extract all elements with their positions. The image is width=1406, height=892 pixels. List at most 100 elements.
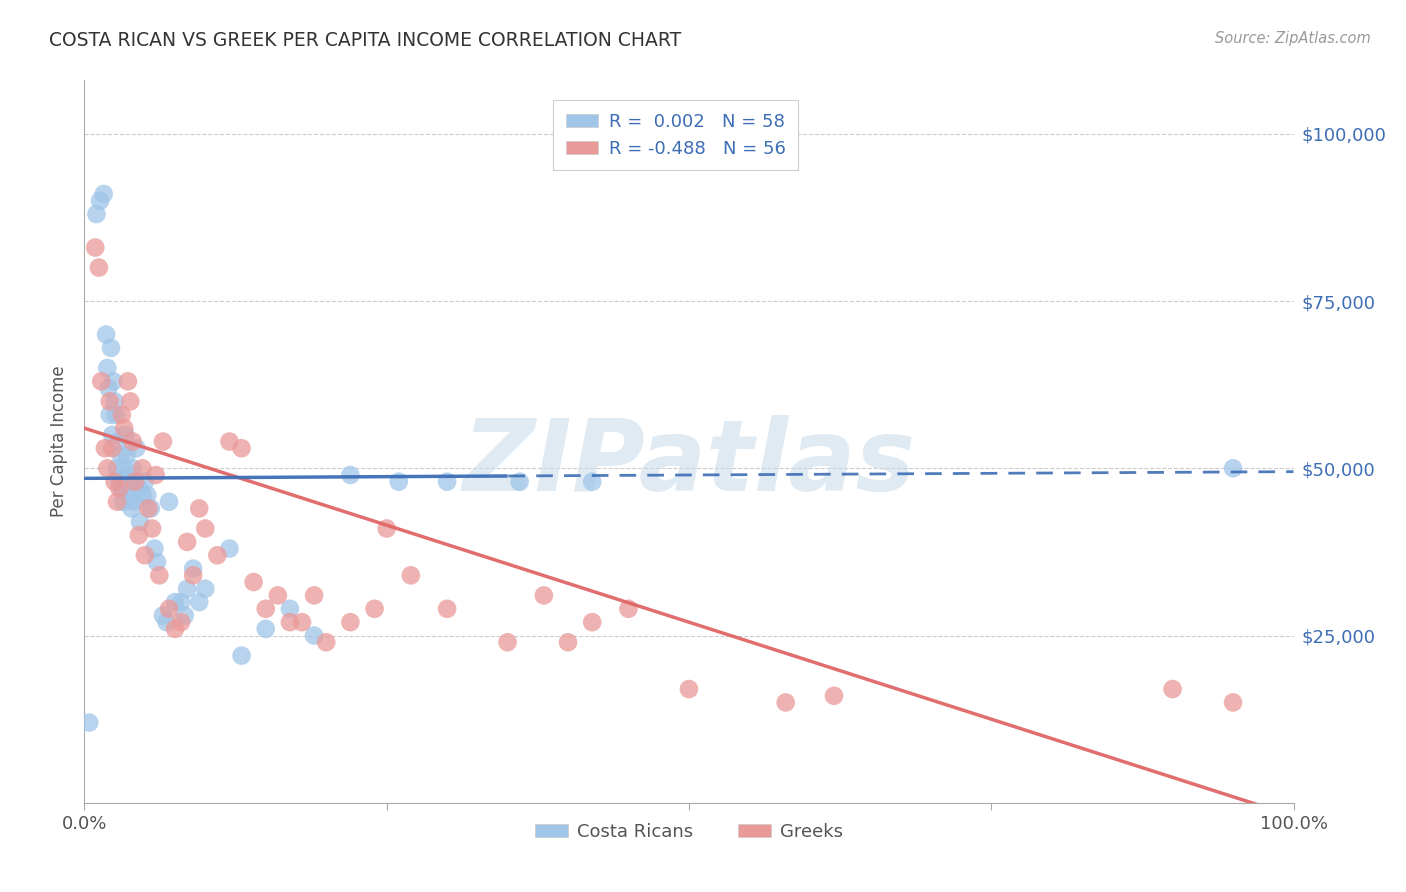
Point <box>96 361 118 376</box>
Point <box>105 494 128 508</box>
Point <box>339 467 361 482</box>
Point <box>103 375 125 389</box>
Point <box>101 441 124 455</box>
Point <box>143 541 166 556</box>
Point <box>98 394 121 409</box>
Point <box>124 475 146 489</box>
Point <box>96 461 118 475</box>
Point <box>170 595 193 609</box>
Point <box>112 421 135 435</box>
Point <box>111 482 134 496</box>
Point <box>315 635 337 649</box>
Point <box>100 341 122 355</box>
Point <box>129 515 152 529</box>
Point <box>101 427 124 442</box>
Point <box>533 589 555 603</box>
Point <box>107 434 129 449</box>
Point <box>121 461 143 475</box>
Point <box>86 207 108 221</box>
Point <box>87 260 110 275</box>
Point <box>278 602 301 616</box>
Point <box>131 488 153 502</box>
Point <box>117 467 139 482</box>
Point <box>108 482 131 496</box>
Point <box>188 595 211 609</box>
Point <box>218 434 240 449</box>
Point <box>157 602 180 616</box>
Point <box>1222 696 1244 710</box>
Point <box>254 622 277 636</box>
Point <box>105 461 128 475</box>
Legend: Costa Ricans, Greeks: Costa Ricans, Greeks <box>529 815 849 848</box>
Point <box>145 467 167 482</box>
Point <box>581 615 603 630</box>
Point <box>176 582 198 596</box>
Point <box>118 488 141 502</box>
Point <box>254 602 277 616</box>
Point <box>339 615 361 630</box>
Point <box>94 441 117 455</box>
Point <box>302 628 325 642</box>
Point <box>823 689 845 703</box>
Point <box>115 448 138 462</box>
Point <box>121 501 143 516</box>
Point <box>112 461 135 475</box>
Point <box>267 589 290 603</box>
Point <box>110 448 132 462</box>
Point <box>173 608 195 623</box>
Y-axis label: Per Capita Income: Per Capita Income <box>51 366 69 517</box>
Point <box>84 240 107 255</box>
Point <box>138 501 160 516</box>
Point <box>775 696 797 710</box>
Point <box>678 681 700 696</box>
Point <box>152 608 174 623</box>
Point <box>93 187 115 202</box>
Point <box>231 648 253 663</box>
Point <box>98 408 121 422</box>
Point <box>375 521 398 535</box>
Point <box>291 615 314 630</box>
Point <box>157 494 180 508</box>
Point <box>388 475 411 489</box>
Point <box>436 475 458 489</box>
Point <box>302 589 325 603</box>
Point <box>170 615 193 630</box>
Point <box>194 582 217 596</box>
Point <box>89 194 111 208</box>
Point <box>128 482 150 496</box>
Point <box>136 488 159 502</box>
Point <box>1222 461 1244 475</box>
Point <box>194 521 217 535</box>
Text: ZIPatlas: ZIPatlas <box>463 415 915 512</box>
Point <box>134 548 156 563</box>
Point <box>509 475 531 489</box>
Point <box>121 434 143 449</box>
Point <box>131 461 153 475</box>
Point <box>122 494 145 508</box>
Point <box>218 541 240 556</box>
Point <box>436 602 458 616</box>
Point <box>165 622 187 636</box>
Point <box>134 475 156 489</box>
Point <box>165 595 187 609</box>
Point <box>94 327 117 342</box>
Point <box>207 548 229 563</box>
Point <box>1161 681 1184 696</box>
Point <box>231 441 253 455</box>
Point <box>77 715 100 730</box>
Point <box>90 375 112 389</box>
Text: COSTA RICAN VS GREEK PER CAPITA INCOME CORRELATION CHART: COSTA RICAN VS GREEK PER CAPITA INCOME C… <box>49 31 682 50</box>
Point <box>181 562 204 576</box>
Point <box>112 494 135 508</box>
Point <box>146 555 169 569</box>
Point <box>399 568 422 582</box>
Point <box>148 568 170 582</box>
Point <box>188 501 211 516</box>
Point <box>581 475 603 489</box>
Point <box>120 394 142 409</box>
Text: Source: ZipAtlas.com: Source: ZipAtlas.com <box>1215 31 1371 46</box>
Point <box>242 575 264 590</box>
Point <box>155 615 177 630</box>
Point <box>128 528 150 542</box>
Point <box>97 381 120 395</box>
